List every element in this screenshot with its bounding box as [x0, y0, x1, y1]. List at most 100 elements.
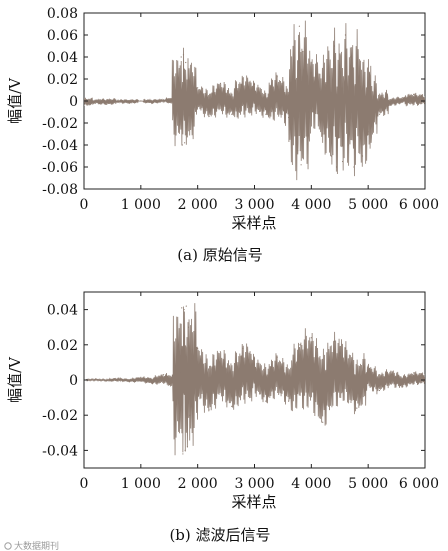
panel-a-x-tick-label: 1 000	[121, 197, 161, 213]
panel-a-signal-point	[188, 113, 190, 115]
panel-a-x-tick-label: 4 000	[291, 197, 331, 213]
panel-a-signal-point	[288, 116, 290, 119]
panel-b-x-tick-label: 3 000	[234, 476, 274, 492]
panel-b-y-axis: 0.04 0.02 0 -0.02 -0.04	[42, 303, 425, 459]
panel-b-x-tick-label: 1 000	[121, 476, 161, 492]
panel-b-signal-point	[310, 337, 312, 339]
panel-a-y-tick-label: -0.04	[42, 138, 78, 154]
panel-b-y-tick-label: 0	[69, 373, 78, 389]
panel-a-signal-point	[151, 102, 153, 104]
panel-a-signal-series	[84, 20, 425, 181]
panel-b-signal-point	[106, 380, 108, 382]
watermark: 大数据期刊	[4, 540, 59, 551]
panel-b-x-tick-label: 0	[80, 476, 89, 492]
panel-a-signal-point	[353, 166, 355, 168]
panel-a-signal-point	[180, 96, 182, 98]
panel-a-signal-point	[298, 25, 300, 27]
panel-a-signal-point	[242, 78, 244, 80]
panel-b-signal-point	[390, 370, 392, 372]
panel-a-signal-point	[276, 76, 278, 78]
panel-b-y-tick-label: 0.02	[47, 338, 78, 354]
panel-b-signal-point	[413, 372, 415, 374]
panel-b-signal-point	[186, 446, 189, 448]
panel-b: 0.04 0.02 0 -0.02 -0.04 0 1 000 2 000 3 000 4 00…	[6, 291, 439, 544]
panel-a-signal-line	[84, 20, 425, 181]
panel-a-signal-point	[219, 82, 221, 84]
panel-b-y-tick-label: -0.02	[42, 408, 78, 424]
panel-b-caption: (b) 滤波后信号	[169, 526, 270, 544]
panel-b-signal-point	[356, 407, 358, 409]
panel-a-x-tick-label: 2 000	[178, 197, 218, 213]
panel-a-signal-point	[185, 61, 187, 64]
panel-b-x-axis-title: 采样点	[231, 493, 276, 511]
panel-b-signal-point	[162, 374, 165, 376]
panel-b-signal-point	[187, 326, 190, 328]
panel-a-signal-point	[347, 144, 349, 146]
panel-a: 0.08 0.06 0.04 0.02 0 -0.02 -0.04 -0.06 -0.08 0 1…	[6, 6, 439, 264]
panel-a-signal-point	[117, 101, 119, 103]
panel-a-x-axis-title: 采样点	[231, 214, 276, 232]
panel-b-x-tick-label: 6 000	[399, 476, 439, 492]
panel-b-signal-point	[322, 421, 324, 423]
panel-a-signal-point	[344, 34, 347, 36]
panel-a-signal-point	[183, 142, 186, 144]
panel-a-signal-point	[174, 97, 176, 99]
panel-b-signal-series	[84, 303, 425, 456]
panel-b-signal-point	[288, 400, 290, 402]
panel-a-signal-point	[390, 104, 392, 106]
panel-b-signal-point	[242, 347, 244, 349]
panel-a-x-axis: 0 1 000 2 000 3 000 4 000 5 000 6 000	[80, 13, 439, 213]
panel-a-y-tick-label: -0.02	[42, 116, 78, 132]
panel-a-signal-point	[339, 67, 341, 69]
panel-b-signal-point	[299, 344, 301, 346]
panel-a-signal-point	[231, 113, 233, 115]
panel-a-signal-point	[341, 160, 344, 163]
watermark-text: 大数据期刊	[14, 540, 59, 551]
panel-b-signal-point	[333, 340, 335, 342]
panel-a-x-tick-label: 3 000	[234, 197, 274, 213]
panel-a-signal-point	[316, 61, 318, 64]
panel-a-signal-point	[305, 80, 307, 82]
panel-a-y-tick-label: 0.02	[47, 72, 78, 88]
panel-b-signal-point	[182, 453, 184, 455]
panel-b-y-axis-title: 幅值/V	[6, 356, 24, 403]
panel-b-signal-point	[94, 378, 96, 380]
panel-b-x-axis: 0 1 000 2 000 3 000 4 000 5 000 6 000	[80, 292, 439, 492]
panel-a-signal-point	[361, 155, 364, 157]
panel-a-signal-point	[336, 166, 338, 168]
panel-b-signal-point	[344, 347, 347, 349]
panel-b-signal-point	[265, 400, 267, 402]
panel-a-signal-point	[181, 144, 183, 146]
panel-b-signal-point	[183, 309, 185, 311]
panel-a-y-tick-label: -0.08	[42, 182, 78, 198]
panel-a-signal-point	[182, 54, 185, 56]
panel-a-signal-point	[350, 56, 352, 58]
panel-a-y-tick-label: 0	[69, 94, 78, 110]
panel-a-y-axis-title: 幅值/V	[6, 77, 24, 124]
panel-a-y-tick-label: -0.06	[42, 160, 78, 176]
panel-a-signal-point	[310, 72, 312, 75]
panel-b-signal-point	[424, 374, 425, 376]
panel-b-signal-point	[140, 376, 142, 378]
panel-b-signal-point	[180, 372, 182, 374]
panel-a-signal-point	[401, 97, 403, 99]
panel-b-signal-point	[174, 386, 176, 388]
panel-a-x-tick-label: 5 000	[348, 197, 388, 213]
panel-a-signal-point	[378, 113, 381, 115]
panel-a-signal-point	[322, 133, 324, 135]
panel-a-signal-point	[186, 133, 188, 135]
panel-b-x-tick-label: 2 000	[178, 476, 218, 492]
panel-a-signal-point	[330, 155, 332, 157]
panel-a-signal-point	[191, 91, 193, 93]
panel-a-signal-point	[327, 78, 329, 80]
panel-a-signal-point	[302, 50, 304, 53]
panel-a-x-tick-label: 6 000	[399, 197, 439, 213]
panel-a-signal-point	[187, 78, 189, 80]
panel-a-y-tick-label: 0.08	[47, 6, 78, 22]
panel-b-signal-point	[367, 365, 369, 367]
panel-a-signal-point	[367, 131, 369, 133]
panel-b-x-tick-label: 5 000	[348, 476, 388, 492]
panel-a-signal-point	[106, 103, 108, 105]
panel-a-signal-point	[140, 100, 142, 102]
